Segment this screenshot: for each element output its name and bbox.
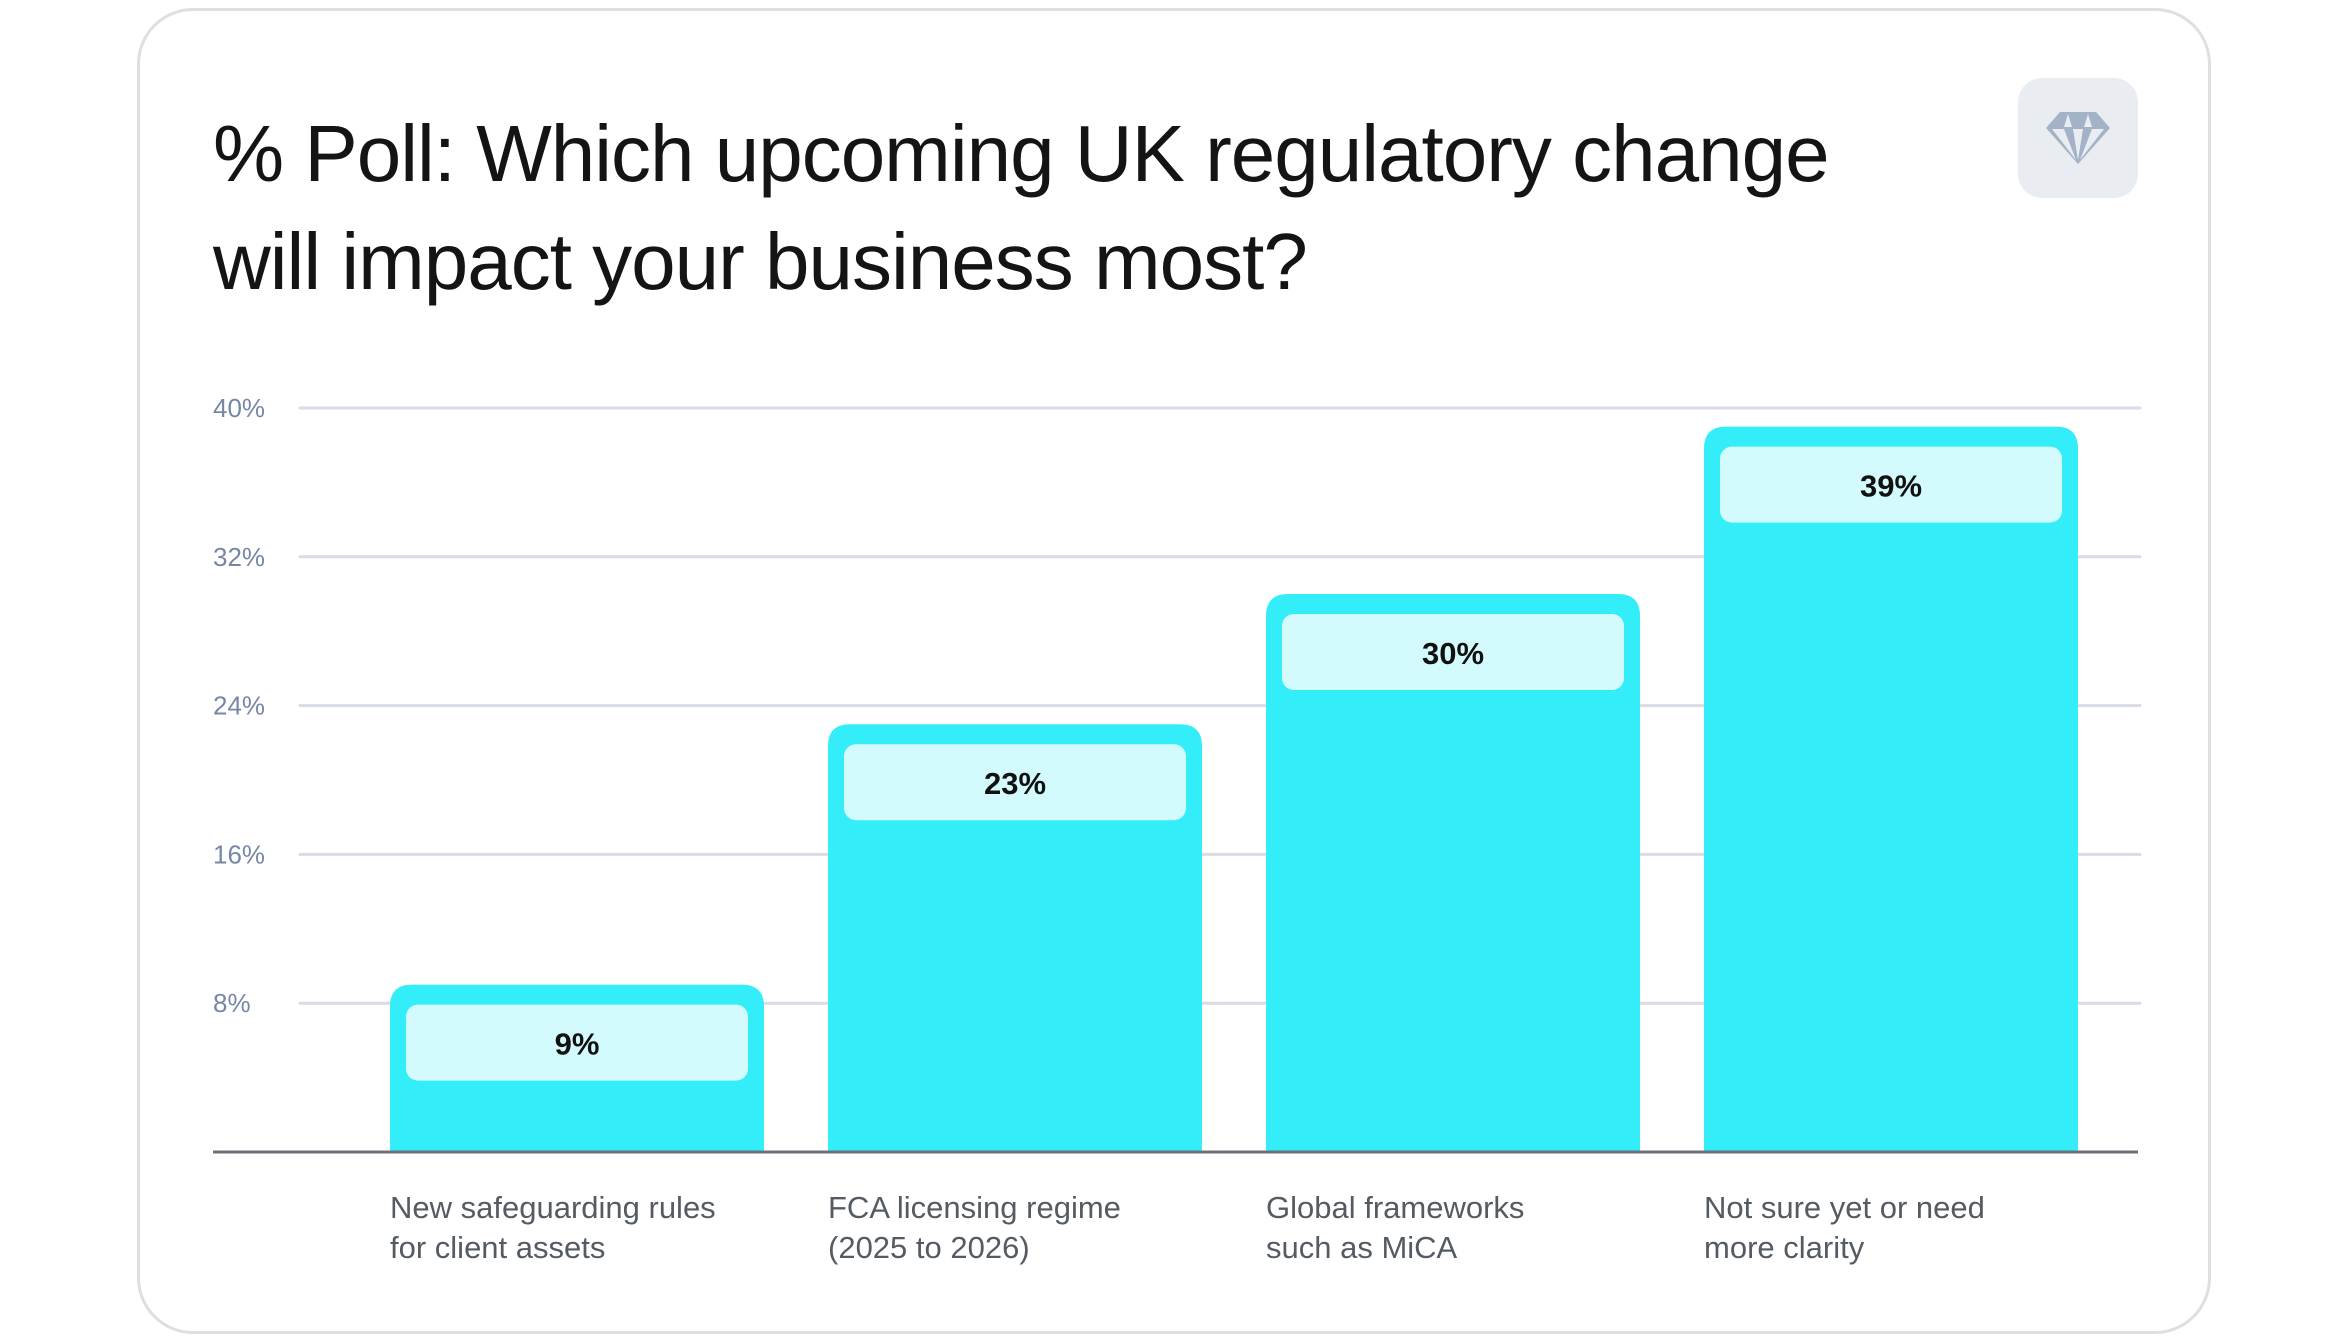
category-label: (2025 to 2026): [828, 1230, 1030, 1265]
bar: [828, 724, 1202, 1152]
value-label: 30%: [1422, 636, 1484, 671]
value-label: 39%: [1860, 469, 1922, 504]
y-tick-label: 8%: [213, 988, 251, 1018]
category-label: FCA licensing regime: [828, 1190, 1121, 1225]
value-label: 9%: [555, 1027, 600, 1062]
category-label: New safeguarding rules: [390, 1190, 716, 1225]
y-tick-label: 40%: [213, 393, 265, 423]
diamond-badge: [2018, 78, 2138, 198]
chart-title: % Poll: Which upcoming UK regulatory cha…: [213, 109, 1830, 306]
diamond-icon: [2046, 112, 2110, 164]
value-label-box: [844, 744, 1186, 821]
category-label: more clarity: [1704, 1230, 1865, 1265]
y-tick-label: 16%: [213, 839, 265, 869]
value-label: 23%: [984, 766, 1046, 801]
category-label: for client assets: [390, 1230, 605, 1265]
category-label: Global frameworks: [1266, 1190, 1524, 1225]
value-label-box: [406, 1004, 748, 1081]
bar: [1704, 426, 2078, 1153]
value-label-box: [1282, 614, 1624, 690]
bar: [1266, 594, 1640, 1152]
category-label: such as MiCA: [1266, 1230, 1458, 1265]
value-label-box: [1720, 446, 2062, 523]
y-tick-label: 32%: [213, 542, 265, 572]
y-tick-label: 24%: [213, 691, 265, 721]
category-label: Not sure yet or need: [1704, 1190, 1985, 1225]
